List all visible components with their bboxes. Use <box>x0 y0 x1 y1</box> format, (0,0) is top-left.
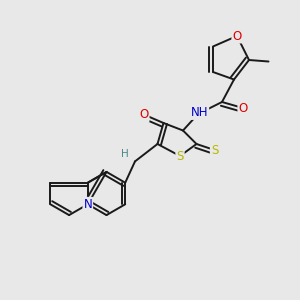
Text: H: H <box>121 149 128 159</box>
Text: O: O <box>140 108 148 121</box>
Text: S: S <box>176 149 184 163</box>
Text: O: O <box>232 29 242 43</box>
Text: S: S <box>211 143 218 157</box>
Text: N: N <box>83 198 92 211</box>
Text: O: O <box>238 101 247 115</box>
Text: NH: NH <box>191 106 208 119</box>
